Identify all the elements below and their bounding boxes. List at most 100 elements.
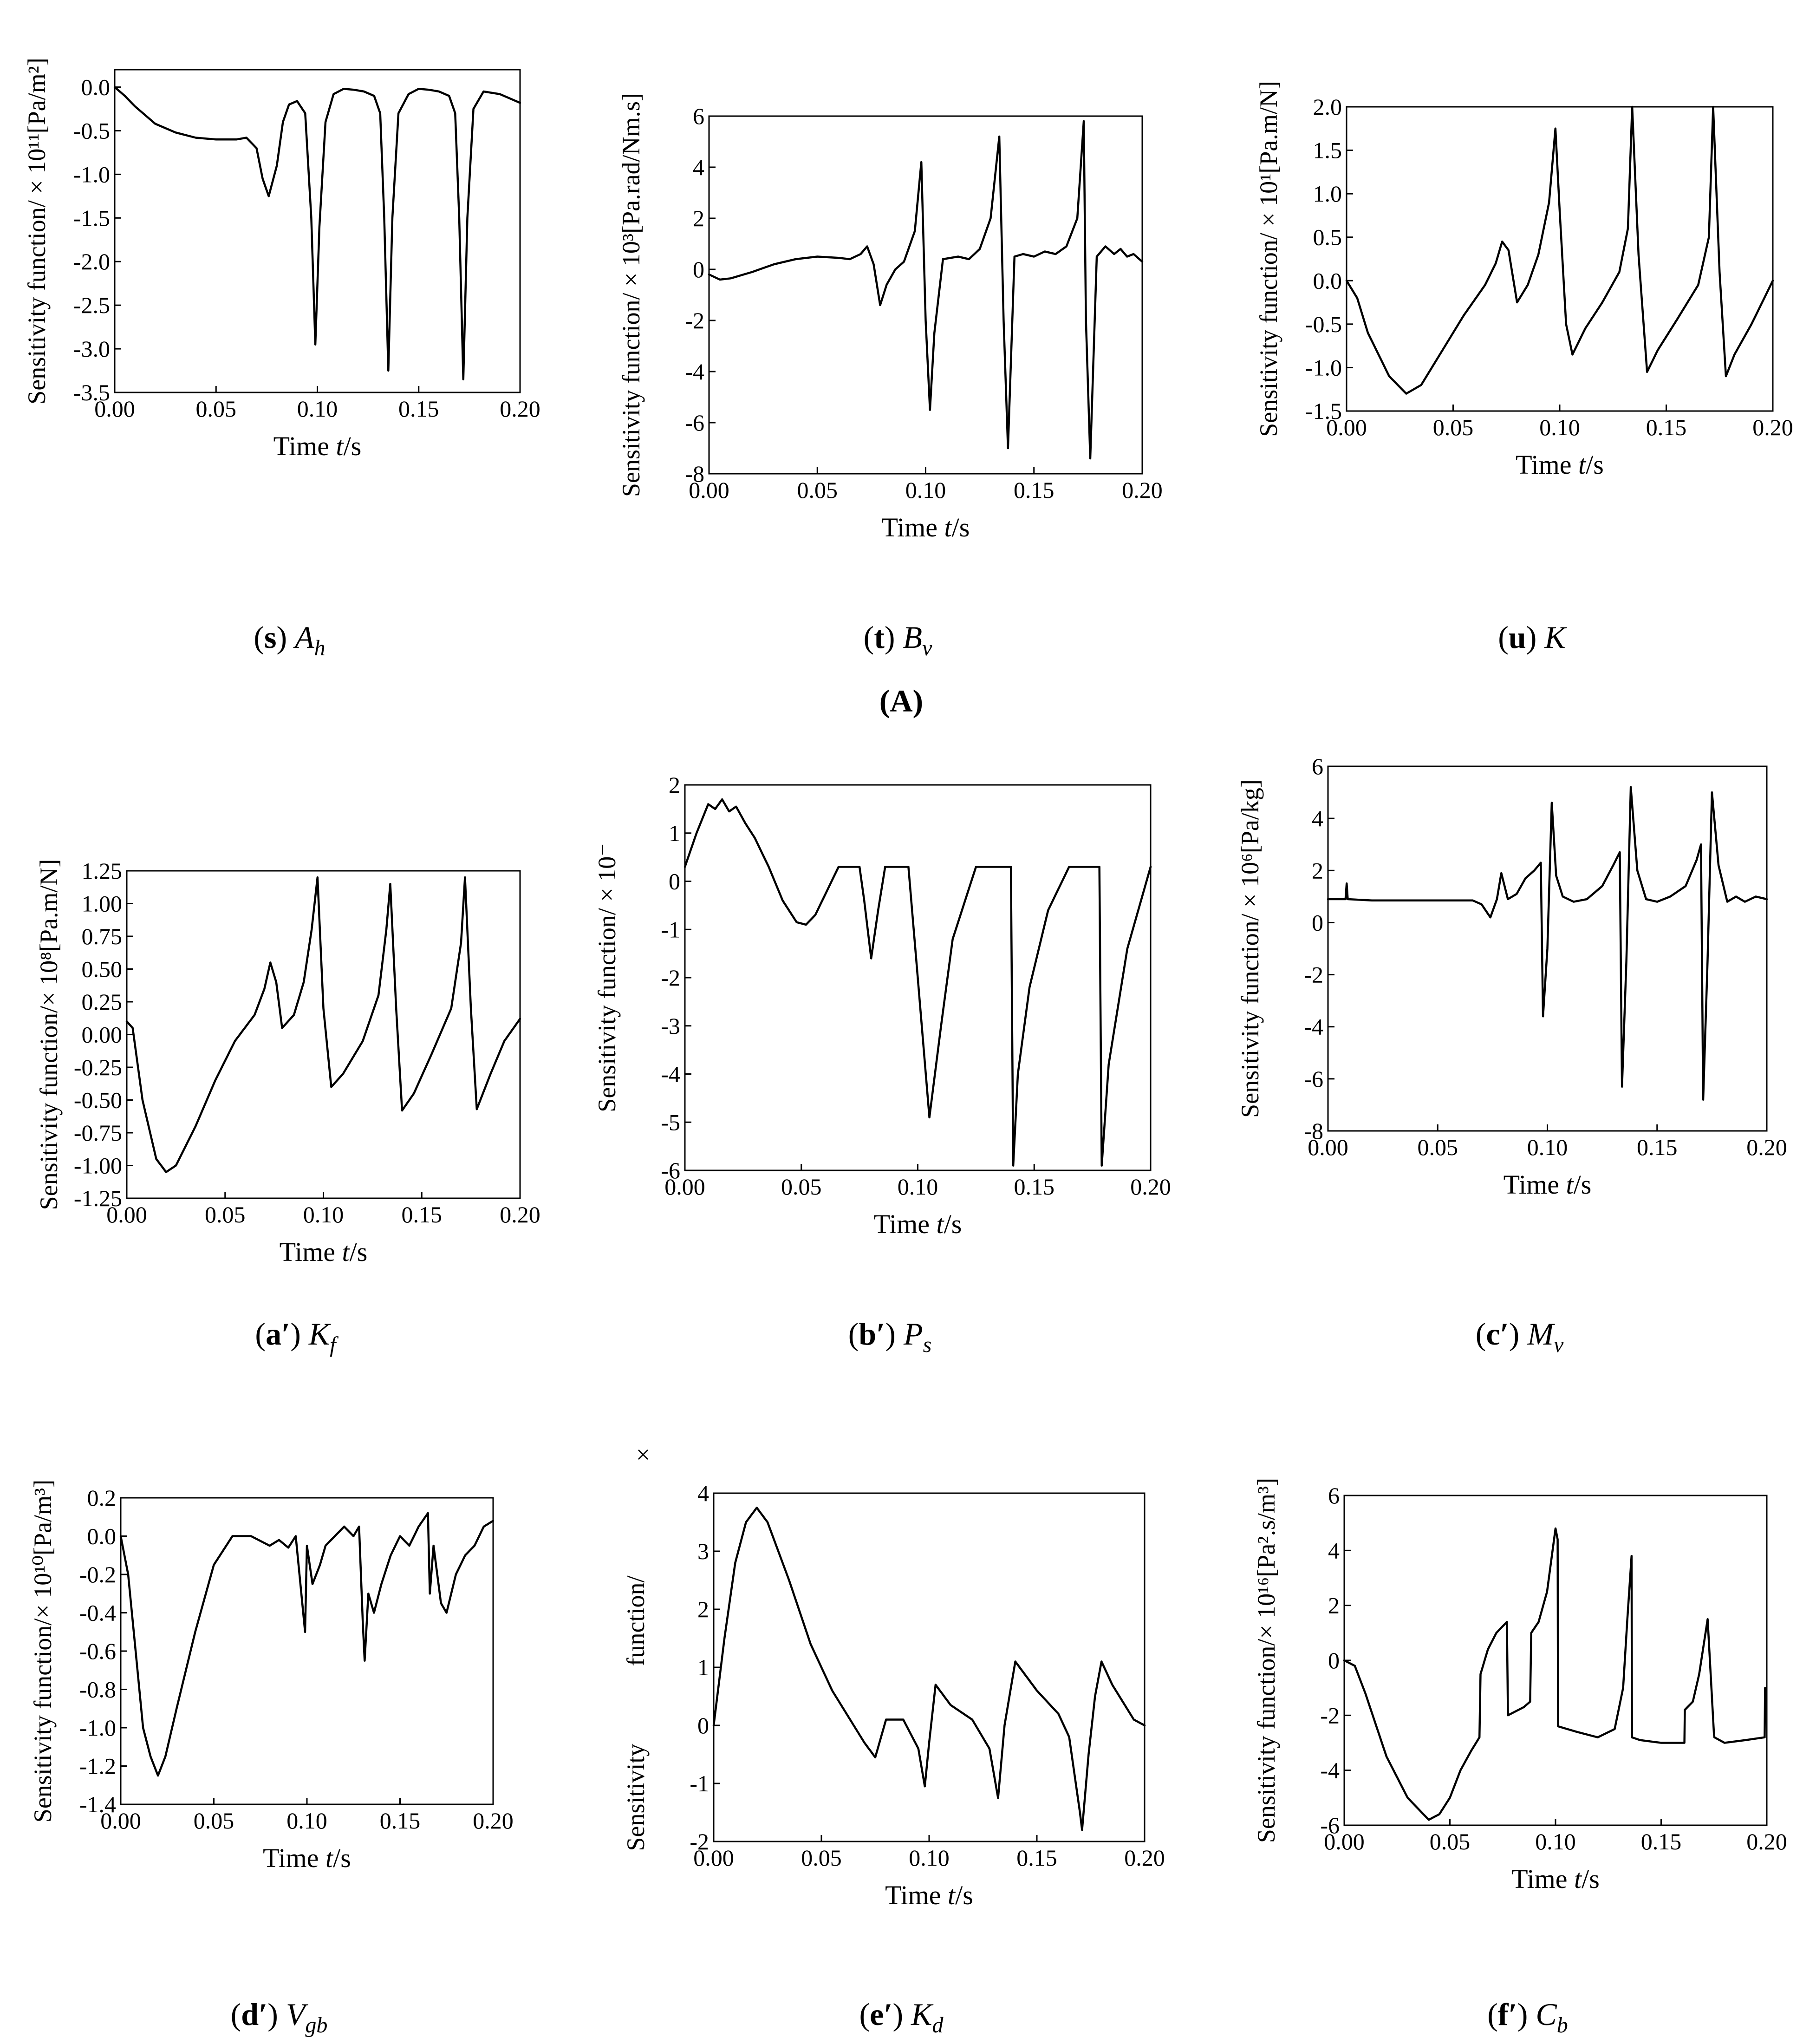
- x-axis-label: Time t/s: [885, 1880, 973, 1910]
- x-tick-label: 0.00: [94, 396, 135, 422]
- x-tick-label: 0.05: [194, 1808, 234, 1834]
- panel-caption: (b′) Ps: [848, 1316, 932, 1357]
- x-tick-label: 0.05: [1433, 414, 1474, 440]
- y-tick-label: 0.75: [82, 923, 123, 949]
- y-tick-label: -0.4: [79, 1600, 116, 1626]
- y-tick-label: 3: [697, 1538, 709, 1564]
- y-tick-label: -1.00: [74, 1153, 122, 1179]
- y-axis-label: Sensitivity function/ × 10¹[Pa.m/N]: [1255, 81, 1282, 437]
- x-tick-label: 0.20: [473, 1808, 514, 1834]
- series-line-Mv: [1327, 786, 1768, 1101]
- x-tick-label: 0.05: [801, 1845, 842, 1871]
- y-tick-label: 2: [1312, 857, 1323, 883]
- y-tick-label: 0: [1328, 1647, 1340, 1673]
- x-tick-label: 0.00: [1326, 414, 1367, 440]
- y-tick-label: -6: [661, 1157, 680, 1183]
- y-tick-label: -2: [661, 965, 680, 991]
- y-axis-label-part: Sensitivity: [622, 1744, 650, 1851]
- y-axis-label-part: ×: [636, 1441, 650, 1469]
- y-tick-label: 1.5: [1313, 137, 1342, 163]
- y-tick-label: 2: [1328, 1593, 1340, 1619]
- plot-frame: [1346, 106, 1774, 412]
- y-tick-label: -2: [685, 307, 704, 333]
- x-axis-label: Time t/s: [874, 1209, 962, 1239]
- x-tick-label: 0.00: [689, 477, 729, 503]
- y-tick-label: -1.5: [73, 205, 110, 231]
- y-tick-label: -2.5: [73, 292, 110, 318]
- plot-frame: [1343, 1495, 1768, 1826]
- y-axis-label: Sensitivity function/× 10¹⁰[Pa/m³]: [29, 1480, 57, 1822]
- x-tick-label: 0.20: [1746, 1134, 1787, 1160]
- panel-caption: (t) Bv: [864, 620, 933, 660]
- y-tick-label: 1.00: [82, 891, 123, 917]
- x-tick-label: 0.20: [1752, 414, 1793, 440]
- series-line-Cb: [1343, 1527, 1766, 1821]
- y-tick-label: -0.75: [74, 1120, 122, 1146]
- x-axis-label: Time t/s: [280, 1237, 368, 1267]
- y-tick-label: -1.0: [73, 161, 110, 187]
- y-tick-label: -0.50: [74, 1087, 122, 1113]
- x-tick-label: 0.00: [100, 1808, 141, 1834]
- x-tick-label: 0.00: [1324, 1828, 1365, 1855]
- panel-caption: (s) Ah: [254, 620, 325, 660]
- panel-f-prime: 0.00 0.05 0.10 0.15 0.20 6 4 2 0 -2 -4 -6 Time t/s Se…: [1252, 1478, 1787, 2037]
- x-tick-label: 0.10: [297, 396, 338, 422]
- y-tick-label: -1: [690, 1770, 709, 1796]
- y-tick-label: 0.0: [1313, 268, 1342, 294]
- y-tick-label: 0: [697, 1712, 709, 1738]
- y-axis-label: Sensitivity function/ × 10⁻: [593, 843, 621, 1112]
- y-tick-label: -4: [1320, 1757, 1340, 1783]
- x-tick-label: 0.05: [1430, 1828, 1471, 1855]
- y-tick-label: -0.2: [79, 1561, 116, 1587]
- x-tick-label: 0.15: [398, 396, 439, 422]
- x-axis-label: Time t/s: [1504, 1169, 1592, 1200]
- x-tick-label: 0.10: [905, 477, 946, 503]
- x-tick-label: 0.10: [303, 1202, 344, 1228]
- y-axis-label-part: function/: [622, 1576, 650, 1666]
- x-tick-label: 0.00: [106, 1202, 147, 1228]
- x-tick-label: 0.10: [898, 1174, 938, 1200]
- x-tick-label: 0.10: [286, 1808, 327, 1834]
- y-tick-label: -1.2: [79, 1753, 116, 1779]
- y-tick-label: -6: [1304, 1066, 1323, 1092]
- y-tick-label: 6: [1328, 1482, 1340, 1509]
- y-tick-label: -5: [661, 1109, 680, 1135]
- x-tick-label: 0.05: [781, 1174, 822, 1200]
- x-tick-label: 0.10: [1539, 414, 1580, 440]
- x-tick-label: 0.20: [1124, 1845, 1165, 1871]
- y-tick-label: -6: [685, 410, 704, 436]
- x-axis-label: Time t/s: [263, 1843, 351, 1873]
- y-tick-label: 0.0: [81, 74, 111, 100]
- y-tick-label: -0.25: [74, 1054, 122, 1080]
- x-tick-label: 0.15: [380, 1808, 421, 1834]
- y-tick-label: -0.5: [1305, 311, 1342, 337]
- y-axis-label: Sensitivity function/ × 10⁶[Pa/kg]: [1236, 779, 1264, 1118]
- panel-caption: (d′) Vgb: [231, 1997, 328, 2037]
- panel-a-prime: 0.00 0.05 0.10 0.15 0.20 1.25 1.00 0.75 0.50 0.25…: [35, 858, 540, 1357]
- x-tick-label: 0.20: [500, 396, 540, 422]
- x-tick-label: 0.05: [797, 477, 838, 503]
- x-tick-label: 0.10: [1535, 1828, 1576, 1855]
- y-tick-label: -0.6: [79, 1638, 116, 1664]
- x-tick-label: 0.15: [1641, 1828, 1682, 1855]
- series-line-Vgb: [119, 1512, 495, 1777]
- y-tick-label: 1: [669, 820, 680, 846]
- x-tick-label: 0.15: [402, 1202, 443, 1228]
- panel-caption: (u) K: [1498, 620, 1567, 655]
- y-tick-label: 1: [697, 1654, 709, 1680]
- panel-s: 0.00 0.05 0.10 0.15 0.20 0.0 -0.5 -1.0 -1.5 -2.0 -…: [23, 58, 540, 660]
- plot-frame: [126, 870, 521, 1199]
- y-tick-label: 0.0: [87, 1523, 117, 1549]
- x-axis-label: Time t/s: [1511, 1864, 1600, 1894]
- y-tick-label: 0: [693, 256, 704, 282]
- series-line-Kf: [125, 876, 521, 1173]
- x-tick-label: 0.10: [909, 1845, 950, 1871]
- y-tick-label: 0.5: [1313, 224, 1342, 250]
- y-tick-label: 4: [1312, 805, 1323, 831]
- y-tick-label: -1.4: [79, 1791, 116, 1817]
- y-tick-label: 2.0: [1313, 94, 1342, 120]
- y-axis-label: Sensitivity function/ × 10¹¹[Pa/m²]: [23, 58, 51, 404]
- y-axis-label: Sensitivity function/× 10⁸[Pa.m/N]: [35, 859, 63, 1210]
- y-tick-label: -4: [1304, 1014, 1323, 1040]
